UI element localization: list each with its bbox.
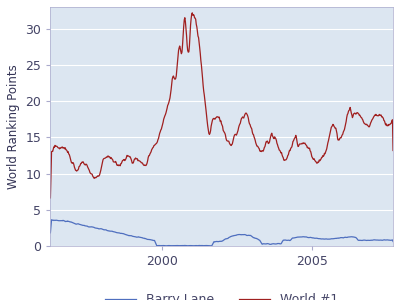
Barry Lane <box>391 240 396 243</box>
World #1 <box>277 148 282 152</box>
Legend: Barry Lane, World #1: Barry Lane, World #1 <box>100 288 344 300</box>
Barry Lane <box>49 218 54 221</box>
Barry Lane <box>251 236 256 239</box>
Barry Lane <box>48 231 53 235</box>
Barry Lane <box>109 229 114 233</box>
Barry Lane <box>209 244 214 248</box>
Line: Barry Lane: Barry Lane <box>50 220 393 246</box>
Barry Lane <box>204 244 208 247</box>
World #1 <box>391 149 396 152</box>
Barry Lane <box>307 236 312 239</box>
Line: World #1: World #1 <box>50 13 393 198</box>
World #1 <box>250 132 255 136</box>
World #1 <box>48 196 53 200</box>
World #1 <box>204 108 208 112</box>
Barry Lane <box>137 235 142 239</box>
Barry Lane <box>278 242 283 246</box>
World #1 <box>190 11 195 15</box>
World #1 <box>136 158 141 162</box>
World #1 <box>109 156 114 159</box>
World #1 <box>306 147 311 150</box>
Y-axis label: World Ranking Points: World Ranking Points <box>7 64 20 189</box>
